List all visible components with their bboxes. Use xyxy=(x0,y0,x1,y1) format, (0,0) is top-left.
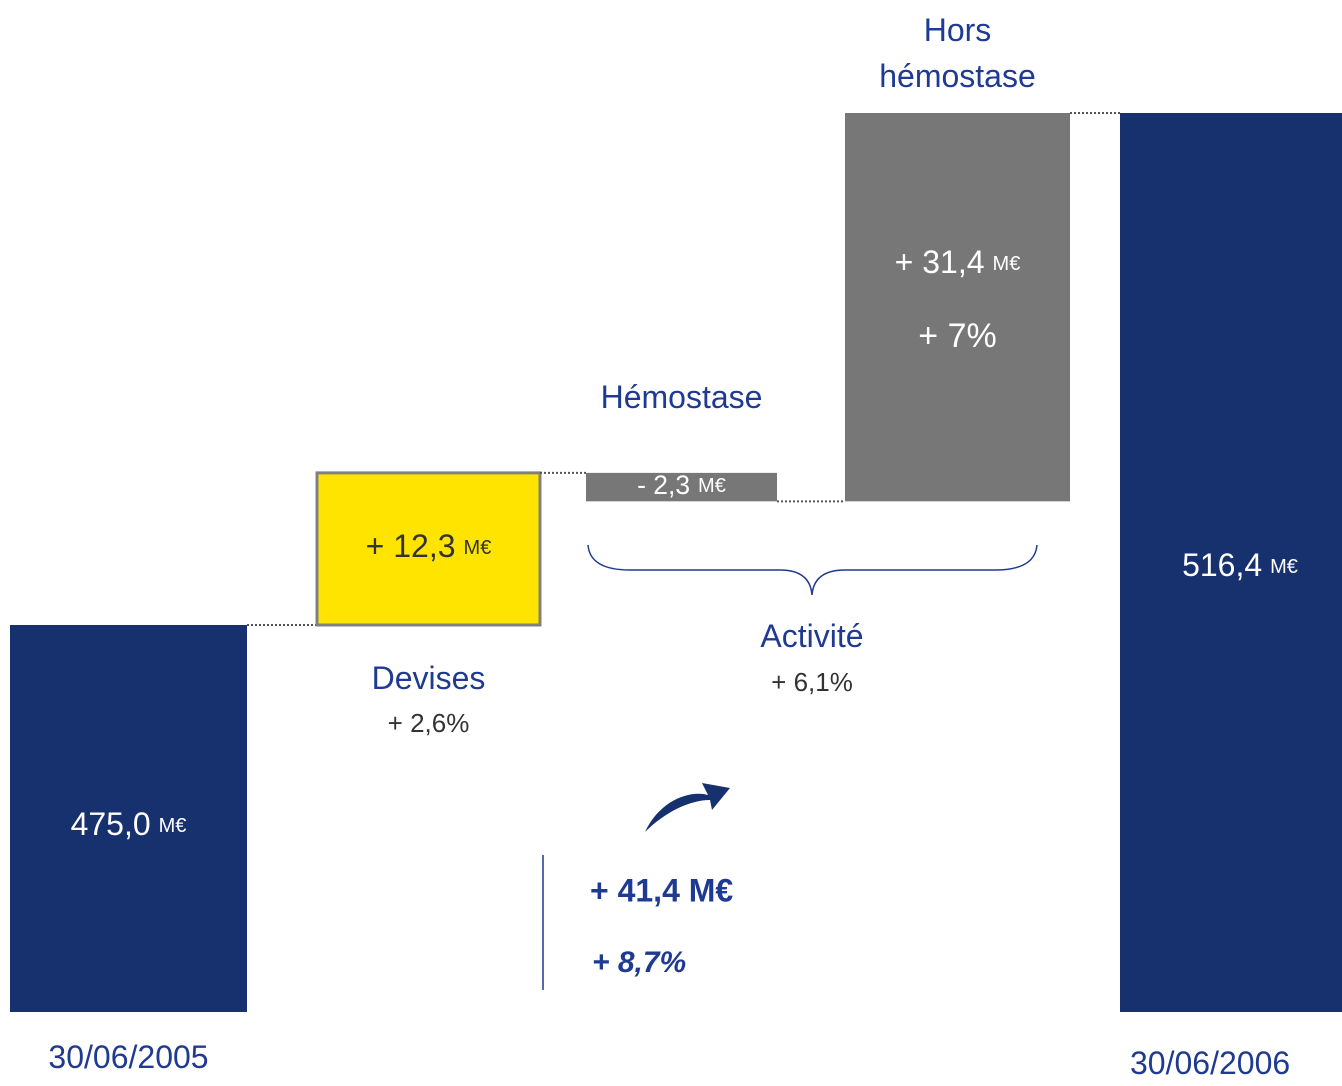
value-label: 516,4 M€ xyxy=(1182,547,1298,583)
bar-sublabel: + 2,6% xyxy=(387,708,470,738)
value-number: 516,4 xyxy=(1182,547,1262,583)
brace xyxy=(587,544,1038,596)
value-unit: M€ xyxy=(159,815,187,837)
bar xyxy=(1120,113,1342,1012)
value-unit: M€ xyxy=(1270,556,1298,578)
category-label: 30/06/2006 xyxy=(1130,1045,1291,1081)
value-number: + 31,4 xyxy=(895,244,985,280)
bar xyxy=(315,471,542,627)
value-unit: M€ xyxy=(993,253,1021,275)
value-label: + 12,3 M€ xyxy=(366,528,492,564)
value-number: - 2,3 xyxy=(637,470,690,500)
group-sublabel: + 6,1% xyxy=(771,667,853,697)
value-label: - 2,3 M€ xyxy=(637,470,726,500)
bar xyxy=(10,625,247,1012)
category-label: Hors hémostase xyxy=(879,12,1036,94)
bar xyxy=(845,113,1070,502)
category-label: Devises xyxy=(371,660,486,696)
bar xyxy=(586,472,777,502)
bar-sublabel: + 7% xyxy=(918,317,996,355)
value-number: 475,0 xyxy=(71,806,151,842)
category-label: 30/06/2005 xyxy=(48,1039,209,1075)
group-label: Activité xyxy=(760,618,864,654)
summary-change: + 41,4 M€ xyxy=(590,872,733,908)
value-unit: M€ xyxy=(698,475,726,497)
value-label: 475,0 M€ xyxy=(71,806,187,842)
summary-percent: + 8,7% xyxy=(592,946,686,979)
value-label: + 31,4 M€ xyxy=(895,244,1021,280)
category-label: Hémostase xyxy=(600,379,763,415)
arrow-icon xyxy=(645,783,730,832)
value-unit: M€ xyxy=(464,537,492,559)
value-number: + 12,3 xyxy=(366,528,456,564)
